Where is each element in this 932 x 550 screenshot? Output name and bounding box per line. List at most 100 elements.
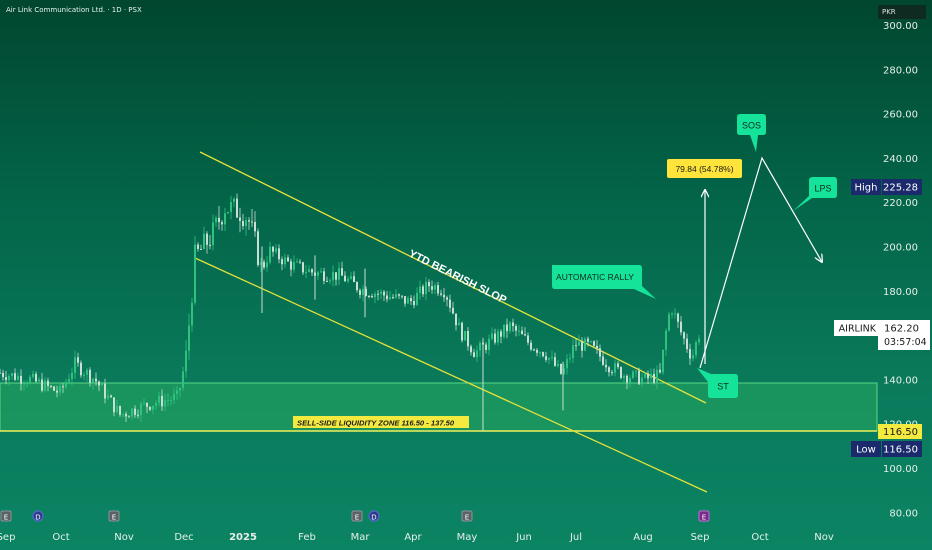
candle (251, 208, 253, 228)
time-tick: Nov (814, 532, 834, 543)
candle (605, 359, 607, 373)
chart-title: Air Link Communication Ltd. · 1D · PSX (6, 6, 142, 14)
candle (317, 270, 319, 280)
candle (659, 363, 661, 374)
candle (80, 360, 82, 378)
candle (8, 373, 10, 386)
candle (404, 296, 406, 307)
candle (506, 318, 508, 339)
candle (176, 385, 178, 400)
candle (149, 406, 151, 411)
time-tick: Apr (404, 532, 422, 543)
price-tick: 240.00 (883, 154, 918, 165)
svg-text:D: D (35, 514, 40, 522)
candle (305, 265, 307, 279)
candle (431, 280, 433, 294)
candle (641, 373, 643, 388)
candle (218, 205, 220, 230)
candle (635, 370, 637, 378)
candle (17, 372, 19, 382)
event-marker[interactable]: D (32, 510, 44, 522)
candle (152, 405, 154, 414)
candle (350, 272, 352, 280)
level-tag: 116.50 (878, 424, 922, 439)
candle (407, 295, 409, 304)
candle (623, 373, 625, 383)
candle (209, 235, 211, 250)
candle (413, 295, 415, 309)
time-tick: Oct (751, 532, 768, 543)
event-marker[interactable]: E (698, 510, 710, 522)
lower-trendline[interactable] (194, 257, 708, 493)
candle (674, 308, 676, 319)
candle (497, 328, 499, 346)
upper-trendline[interactable] (199, 151, 707, 404)
event-marker[interactable]: E (351, 510, 363, 522)
candle (662, 349, 664, 375)
candle (554, 352, 556, 367)
candle (335, 272, 337, 286)
candle (212, 214, 214, 251)
candle (539, 351, 541, 358)
candle (524, 327, 526, 337)
candle (197, 242, 199, 252)
candle (509, 321, 511, 334)
candle (386, 291, 388, 303)
candle (443, 287, 445, 302)
candle (158, 392, 160, 407)
candle (284, 253, 286, 268)
callout-sos[interactable]: SOS (737, 114, 766, 152)
event-marker[interactable]: E (0, 510, 12, 522)
candle (677, 312, 679, 328)
candle (392, 294, 394, 300)
candle (47, 377, 49, 392)
candle (203, 226, 205, 250)
candle (167, 393, 169, 407)
callout-automatic-rally[interactable]: AUTOMATIC RALLY (552, 265, 656, 299)
callout-lps[interactable]: LPS (793, 177, 837, 211)
candle (644, 372, 646, 379)
candle (638, 367, 640, 386)
candlestick-series (0, 193, 700, 432)
candle (473, 348, 475, 358)
candle (488, 334, 490, 356)
event-marker[interactable]: D (368, 510, 380, 522)
candle (185, 340, 187, 379)
candle (275, 244, 277, 255)
last-price: 162.20 (884, 324, 919, 335)
candle (98, 380, 100, 392)
candle (296, 258, 298, 263)
candle (182, 366, 184, 391)
candle (611, 369, 613, 376)
candle (5, 370, 7, 385)
candle (647, 370, 649, 385)
event-marker[interactable]: E (461, 510, 473, 522)
candle (518, 324, 520, 336)
candle (89, 367, 91, 387)
candle (257, 228, 259, 267)
candle (101, 381, 103, 386)
candle (344, 271, 346, 282)
candle (224, 207, 226, 232)
candle (74, 350, 76, 380)
candle (440, 289, 442, 297)
candle (401, 295, 403, 299)
candle (362, 285, 364, 302)
symbol-label: AIRLINK (839, 324, 877, 335)
candle (32, 370, 34, 379)
candle (242, 213, 244, 230)
currency-badge[interactable]: PKR (878, 5, 926, 19)
candle (188, 313, 190, 361)
measure-box[interactable]: 79.84 (54.78%) (667, 159, 742, 178)
high-tag: High 225.28 (851, 179, 922, 195)
candle (536, 348, 538, 357)
candle (0, 368, 1, 374)
candle (320, 267, 322, 274)
candle (110, 394, 112, 398)
candle (26, 380, 28, 388)
price-tick: 260.00 (883, 110, 918, 121)
callout-st[interactable]: ST (697, 368, 738, 398)
time-axis[interactable]: Sep Oct Nov Dec 2025 Feb Mar Apr May Jun Jul Aug Sep… (0, 532, 834, 543)
event-marker[interactable]: E (108, 510, 120, 522)
